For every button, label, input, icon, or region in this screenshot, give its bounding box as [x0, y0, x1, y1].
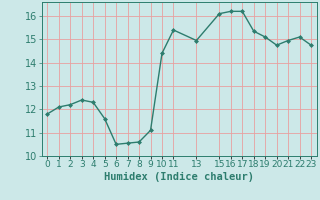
X-axis label: Humidex (Indice chaleur): Humidex (Indice chaleur) [104, 172, 254, 182]
